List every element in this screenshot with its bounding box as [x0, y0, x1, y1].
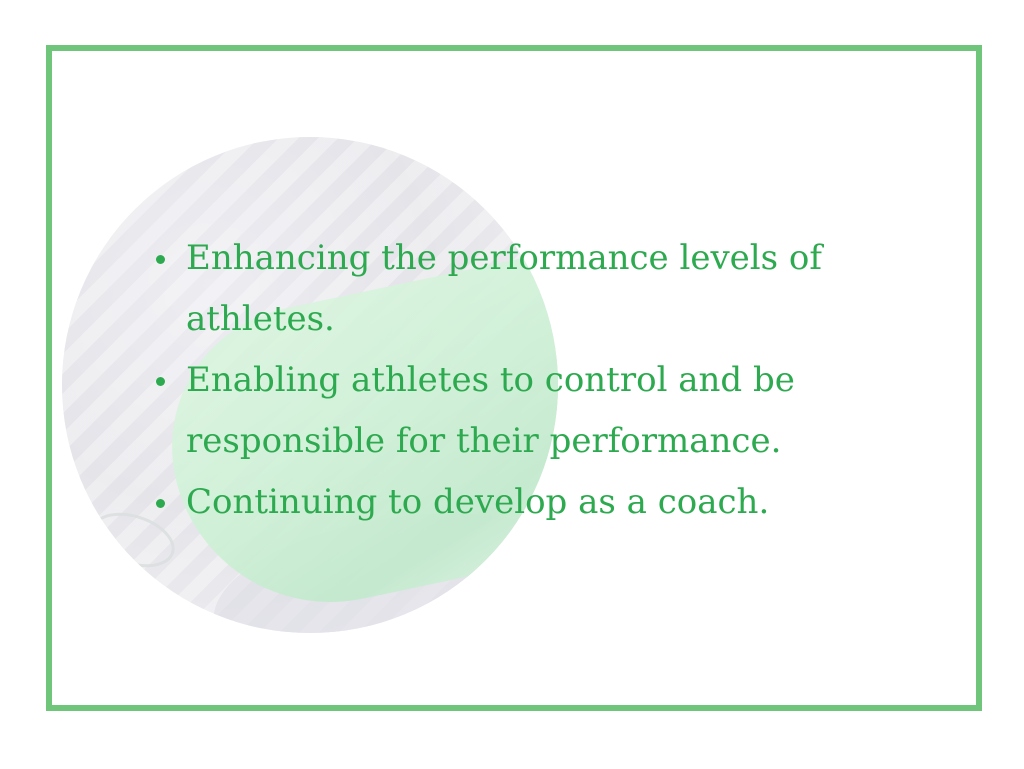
bullet-text: Enhancing the performance levels of athl… [186, 238, 822, 339]
bullet-item: Continuing to develop as a coach. [150, 472, 910, 533]
bullet-text: Continuing to develop as a coach. [186, 482, 770, 522]
bullet-dot-icon [156, 255, 165, 264]
slide-frame-border [46, 45, 982, 711]
photo-veil [62, 137, 558, 633]
bullet-dot-icon [156, 377, 165, 386]
bullet-list: Enhancing the performance levels of athl… [150, 228, 910, 533]
whistle-photo-circle [62, 137, 558, 633]
bullet-text: Enabling athletes to control and be resp… [186, 360, 795, 461]
bullet-item: Enhancing the performance levels of athl… [150, 228, 910, 350]
bullet-dot-icon [156, 499, 165, 508]
bullet-item: Enabling athletes to control and be resp… [150, 350, 910, 472]
